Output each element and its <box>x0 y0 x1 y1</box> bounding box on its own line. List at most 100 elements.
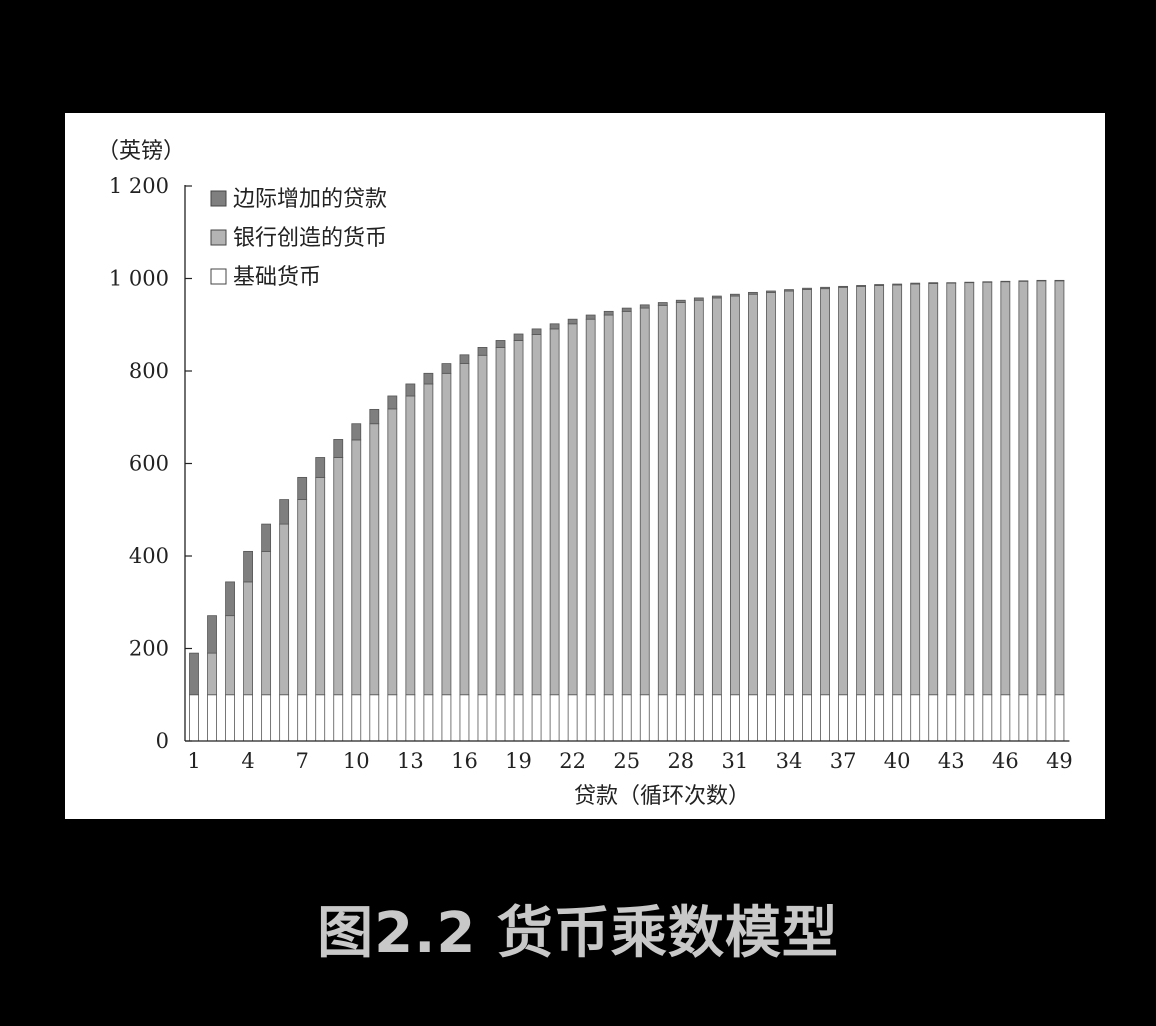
y-tick-label-600: 600 <box>129 452 169 476</box>
bar-segment-3-27 <box>657 302 668 306</box>
bar-segment-1-4 <box>243 694 253 742</box>
y-tick-label-800: 800 <box>129 359 169 383</box>
bar-segment-1-31 <box>730 694 740 742</box>
x-tick-label-43: 43 <box>938 749 965 773</box>
bar-segment-1-3 <box>225 694 235 742</box>
bar-segment-2-47 <box>1018 280 1029 696</box>
bar-segment-3-28 <box>675 299 686 303</box>
bar-segment-1-27 <box>657 694 668 742</box>
bar-segment-1-24 <box>603 694 614 742</box>
legend-label-1: 边际增加的贷款 <box>233 187 387 212</box>
bar-segment-1-18 <box>495 694 506 742</box>
bar-segment-1-16 <box>459 694 470 742</box>
bar-segment-3-7 <box>297 476 308 500</box>
bar-segment-1-19 <box>513 694 524 742</box>
bar-segment-3-26 <box>639 304 650 309</box>
legend-swatch-2 <box>210 229 227 246</box>
figure-caption: 图2.2 货币乘数模型 <box>317 901 839 966</box>
bar-segment-2-12 <box>387 408 398 696</box>
bar-segment-3-2 <box>207 615 217 654</box>
bar-segment-2-26 <box>639 307 650 696</box>
bar-segment-1-26 <box>639 694 650 742</box>
bar-segment-3-8 <box>315 457 326 478</box>
x-tick-label-19: 19 <box>505 749 532 773</box>
bar-segment-1-20 <box>531 694 542 742</box>
bar-segment-2-21 <box>549 328 560 696</box>
stacked-bar-chart: 0 200 400 600 800 1 000 1 200 1 4 7 10 13 16 19 22 25 28… <box>97 139 1073 809</box>
bar-segment-3-35 <box>802 287 812 291</box>
x-tick-label-25: 25 <box>613 749 640 773</box>
bar-segment-3-6 <box>279 499 290 525</box>
bar-segment-2-10 <box>351 439 362 696</box>
bar-segment-1-33 <box>766 694 776 742</box>
bar-segment-2-33 <box>766 291 776 696</box>
bar-segment-1-25 <box>621 694 632 742</box>
bar-segment-1-23 <box>585 694 596 742</box>
bar-segment-2-42 <box>928 283 939 696</box>
bar-segment-1-40 <box>892 694 903 742</box>
bar-segment-2-37 <box>838 286 848 696</box>
bar-segment-1-14 <box>423 694 434 742</box>
bar-segment-1-12 <box>387 694 398 742</box>
x-tick-label-1: 1 <box>187 749 200 773</box>
bar-segment-3-4 <box>243 550 253 583</box>
bar-segment-1-35 <box>802 694 812 742</box>
y-tick-label-1200: 1 200 <box>109 174 169 198</box>
bar-segment-3-17 <box>477 347 488 356</box>
bar-segment-1-9 <box>333 694 344 742</box>
bar-segment-1-11 <box>369 694 380 742</box>
chart-panel: 0 200 400 600 800 1 000 1 200 1 4 7 10 13 16 19 22 25 28… <box>65 113 1105 819</box>
bar-segment-2-25 <box>621 310 632 696</box>
legend-swatch-1 <box>210 190 227 207</box>
bar-segment-2-3 <box>225 615 235 696</box>
x-tick-label-46: 46 <box>992 749 1019 773</box>
bar-segment-2-24 <box>603 314 614 696</box>
y-tick-label-0: 0 <box>156 729 169 753</box>
bar-segment-3-11 <box>369 408 380 425</box>
bar-segment-1-45 <box>982 694 993 742</box>
bar-segment-2-29 <box>693 299 704 696</box>
bar-segment-3-14 <box>423 372 434 385</box>
bar-segment-3-15 <box>441 363 452 374</box>
bar-segment-1-34 <box>784 694 794 742</box>
bar-segment-2-44 <box>964 282 975 696</box>
bar-segment-2-38 <box>856 285 867 696</box>
y-tick-label-200: 200 <box>129 637 169 661</box>
bar-segment-3-40 <box>892 283 903 286</box>
bar-segment-1-10 <box>351 694 362 742</box>
bar-segment-2-32 <box>748 293 758 696</box>
bar-segment-1-13 <box>405 694 416 742</box>
bar-segment-2-39 <box>874 285 885 696</box>
bar-segment-1-32 <box>748 694 758 742</box>
bar-segment-2-41 <box>910 283 921 696</box>
bar-segment-1-2 <box>207 694 217 742</box>
bar-segment-2-35 <box>802 289 812 696</box>
bar-segment-3-23 <box>585 314 596 320</box>
bar-segment-2-48 <box>1036 280 1047 696</box>
bar-segment-3-21 <box>549 323 560 330</box>
bar-segment-1-44 <box>964 694 975 742</box>
bar-segment-1-43 <box>946 694 957 742</box>
x-tick-label-31: 31 <box>722 749 749 773</box>
bar-segment-3-39 <box>874 284 885 286</box>
bar-segment-3-38 <box>856 285 867 287</box>
bar-segment-3-25 <box>621 307 632 312</box>
y-unit-label: （英镑） <box>97 139 185 164</box>
bar-segment-2-2 <box>207 652 217 696</box>
bar-segment-3-12 <box>387 395 398 410</box>
bar-segment-2-8 <box>315 476 326 696</box>
bar-segment-2-6 <box>279 523 290 696</box>
bar-segment-2-43 <box>946 282 957 696</box>
bar-segment-1-38 <box>856 694 867 742</box>
x-tick-label-49: 49 <box>1046 749 1073 773</box>
bar-segment-2-28 <box>675 302 686 696</box>
bar-segment-2-5 <box>261 550 272 696</box>
bar-segment-2-18 <box>495 347 506 696</box>
x-tick-label-34: 34 <box>776 749 803 773</box>
bar-segment-1-42 <box>928 694 939 742</box>
bar-segment-3-19 <box>513 333 524 341</box>
bar-segment-1-37 <box>838 694 848 742</box>
bar-segment-2-22 <box>567 323 578 696</box>
x-tick-label-10: 10 <box>343 749 370 773</box>
